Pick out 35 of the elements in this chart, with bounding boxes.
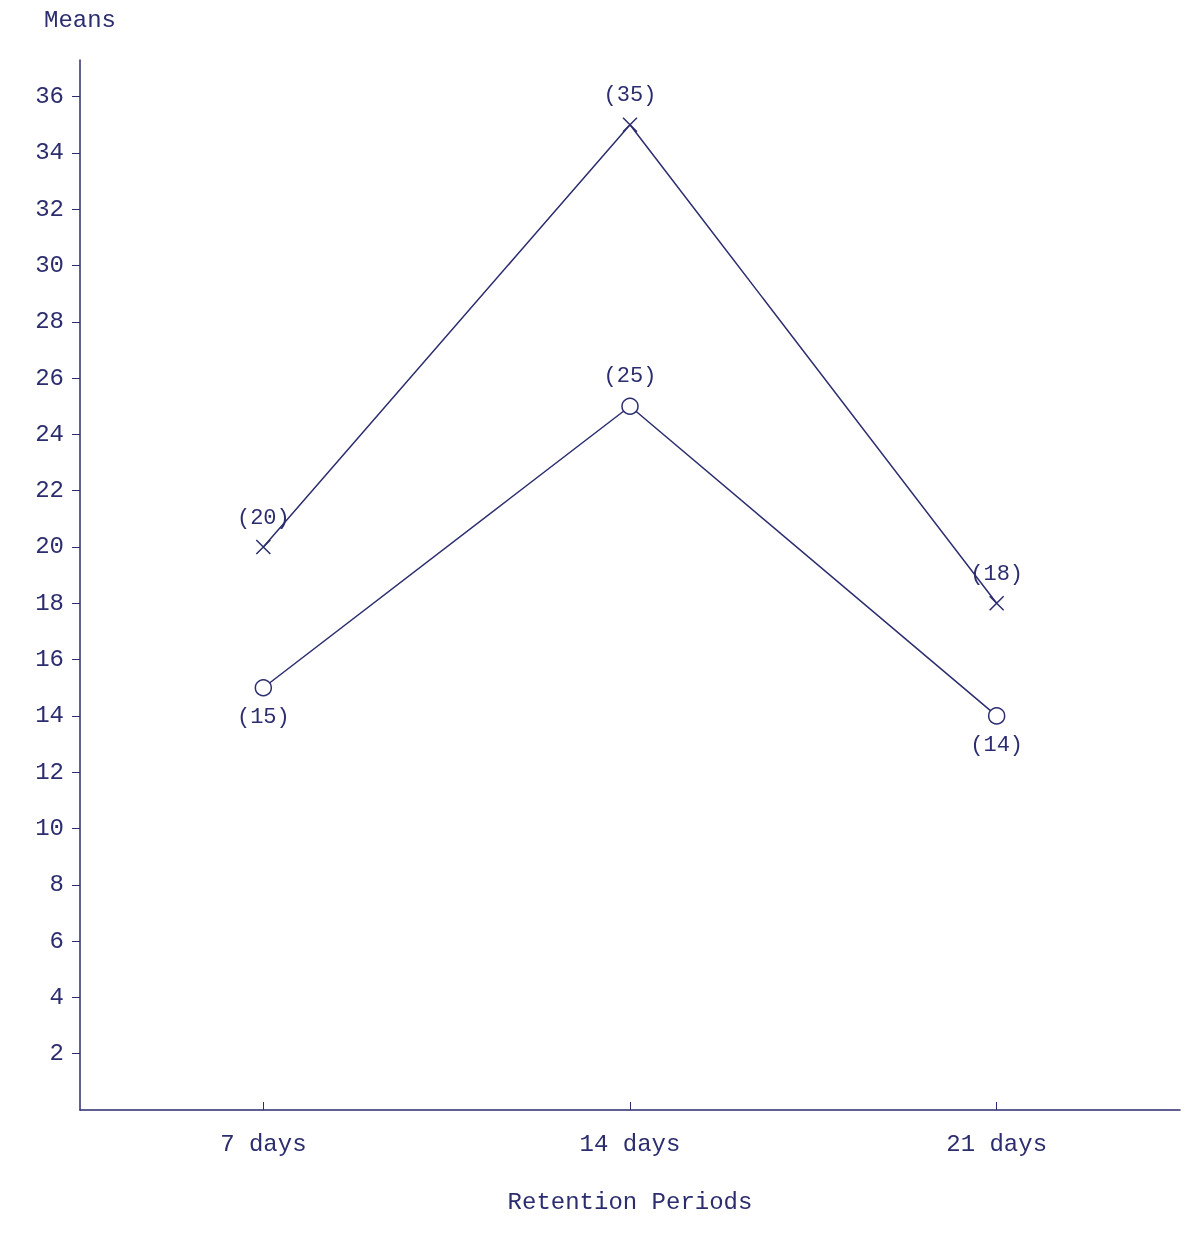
point <box>622 117 638 133</box>
y-axis-title: Means <box>43 6 117 34</box>
y-tick-label: 24 <box>35 420 64 448</box>
y-tick-label: 18 <box>35 589 64 617</box>
y-tick-label: 14 <box>35 702 64 730</box>
y-tick-label: 34 <box>35 139 64 167</box>
y-tick-label: 20 <box>35 533 64 561</box>
y-tick-label: 36 <box>35 83 64 111</box>
point <box>254 679 273 697</box>
x-tick-label: 21 days <box>946 1130 1048 1158</box>
y-tick-label: 28 <box>35 308 64 336</box>
data-label: (25) <box>603 364 657 389</box>
y-tick-label: 32 <box>35 195 64 223</box>
y-tick-label: 12 <box>35 758 64 786</box>
data-label: (15) <box>236 705 290 730</box>
point <box>255 539 272 555</box>
y-tick-label: 26 <box>35 364 64 392</box>
x-axis-title: Retention Periods <box>507 1188 753 1216</box>
point <box>621 397 639 415</box>
y-tick-label: 16 <box>35 646 64 674</box>
data-label: (18) <box>970 562 1024 588</box>
y-tick-label: 2 <box>49 1040 64 1068</box>
y-tick-label: 4 <box>49 983 64 1011</box>
x-tick-label: 7 days <box>220 1130 307 1158</box>
data-label: (20) <box>236 505 290 531</box>
x-tick-label: 14 days <box>579 1130 681 1158</box>
point <box>988 595 1005 612</box>
data-label: (35) <box>603 83 657 109</box>
y-tick-label: 22 <box>35 477 64 505</box>
y-tick-label: 30 <box>35 252 64 279</box>
y-tick-label: 6 <box>49 927 64 955</box>
point <box>987 707 1006 725</box>
data-label: (14) <box>970 733 1024 759</box>
y-tick-label: 8 <box>49 871 64 899</box>
y-tick-label: 10 <box>35 815 64 842</box>
